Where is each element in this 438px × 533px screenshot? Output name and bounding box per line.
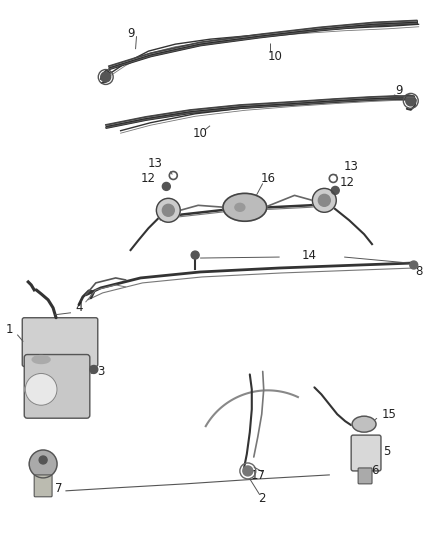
FancyBboxPatch shape	[358, 468, 372, 484]
Text: 9: 9	[127, 27, 134, 40]
Text: 12: 12	[340, 176, 355, 189]
Text: 2: 2	[258, 492, 265, 505]
Circle shape	[410, 261, 418, 269]
FancyBboxPatch shape	[351, 435, 381, 471]
Circle shape	[406, 96, 416, 106]
Ellipse shape	[235, 203, 245, 211]
Text: 6: 6	[371, 464, 379, 478]
FancyBboxPatch shape	[22, 318, 98, 367]
Circle shape	[25, 374, 57, 405]
Circle shape	[90, 366, 98, 374]
Text: 13: 13	[344, 160, 359, 173]
Text: 10: 10	[193, 127, 208, 140]
Text: 10: 10	[267, 50, 282, 62]
Text: 18: 18	[233, 204, 247, 217]
Text: 17: 17	[250, 470, 265, 482]
Text: 16: 16	[260, 172, 275, 185]
FancyBboxPatch shape	[24, 354, 90, 418]
FancyBboxPatch shape	[34, 475, 52, 497]
Circle shape	[191, 251, 199, 259]
Text: 8: 8	[415, 265, 422, 278]
Text: 1: 1	[6, 323, 13, 336]
Circle shape	[101, 72, 111, 82]
Text: 13: 13	[148, 157, 163, 170]
Ellipse shape	[32, 356, 50, 364]
Text: 4: 4	[75, 301, 83, 314]
Circle shape	[39, 456, 47, 464]
Circle shape	[162, 204, 174, 216]
Circle shape	[29, 450, 57, 478]
Text: 5: 5	[383, 445, 391, 457]
Circle shape	[156, 198, 180, 222]
Text: 15: 15	[381, 408, 396, 421]
Circle shape	[243, 466, 253, 476]
Text: 7: 7	[55, 482, 63, 495]
Text: 9: 9	[395, 84, 403, 98]
Circle shape	[331, 187, 339, 195]
Text: 14: 14	[302, 248, 317, 262]
Circle shape	[312, 188, 336, 212]
Text: 3: 3	[97, 365, 104, 378]
Text: 12: 12	[141, 172, 156, 185]
Ellipse shape	[352, 416, 376, 432]
Ellipse shape	[223, 193, 267, 221]
Circle shape	[318, 195, 330, 206]
Circle shape	[162, 182, 170, 190]
